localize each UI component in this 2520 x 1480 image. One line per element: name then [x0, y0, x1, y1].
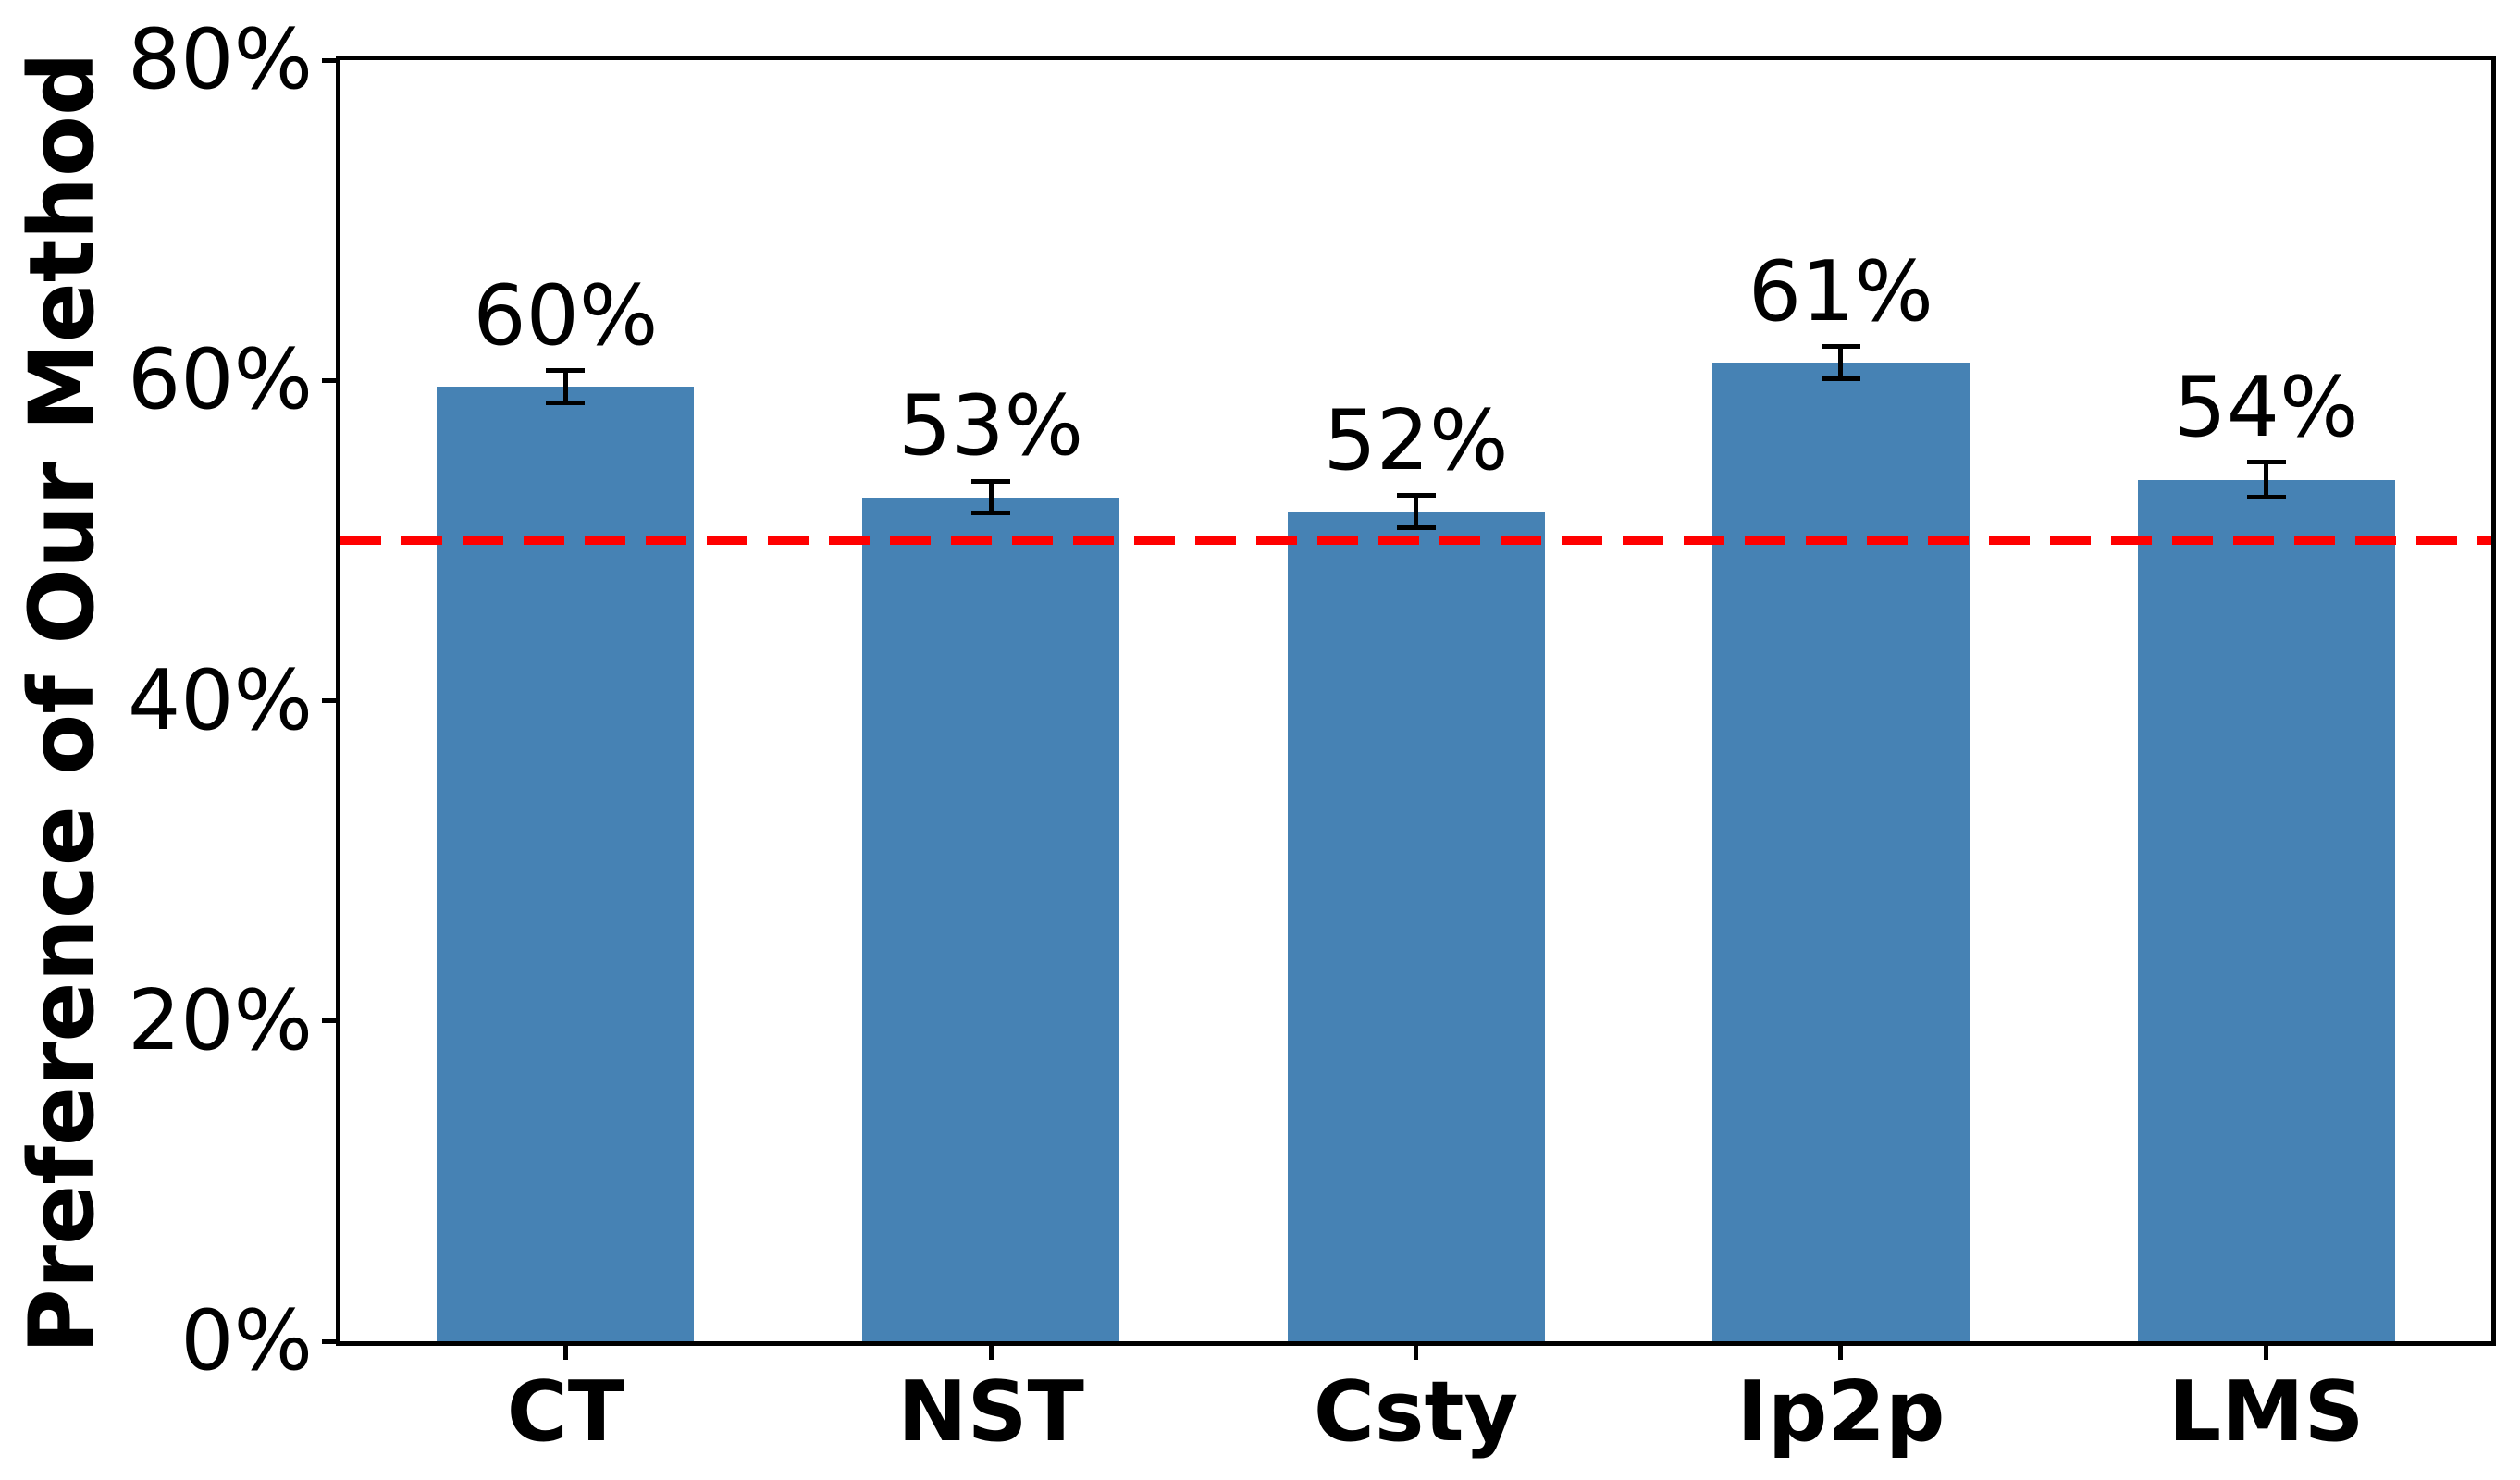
- error-bar-line: [562, 370, 568, 403]
- x-tick-mark: [1414, 1346, 1418, 1360]
- x-tick-mark: [2264, 1346, 2269, 1360]
- x-tick-label-csty: Csty: [1313, 1363, 1519, 1461]
- error-bar-cap: [1396, 525, 1436, 531]
- error-bar-cap: [2246, 495, 2286, 500]
- y-tick-label: 0%: [180, 1292, 313, 1389]
- y-tick-label: 20%: [127, 971, 313, 1069]
- reference-line-50-percent: [340, 536, 2491, 545]
- bar-nst: [862, 497, 1120, 1341]
- error-bar-cap: [1821, 344, 1860, 350]
- x-tick-label-ct: CT: [506, 1363, 625, 1461]
- error-bar-line: [988, 481, 994, 513]
- y-tick-mark: [322, 698, 336, 703]
- bar-value-label: 60%: [473, 266, 659, 364]
- error-bar-cap: [1821, 376, 1860, 382]
- error-bar-cap: [2246, 460, 2286, 465]
- error-bar-cap: [546, 368, 586, 374]
- x-tick-label-lms: LMS: [2168, 1363, 2365, 1461]
- bar-value-label: 53%: [898, 377, 1084, 475]
- bar-csty: [1287, 512, 1545, 1341]
- error-bar-line: [1838, 346, 1844, 379]
- y-axis-label: Preference of Our Method: [10, 52, 114, 1354]
- bar-ip2p: [1711, 363, 1970, 1341]
- error-bar-cap: [546, 401, 586, 405]
- bar-ct: [437, 387, 695, 1341]
- x-tick-label-nst: NST: [897, 1363, 1084, 1461]
- y-tick-mark: [322, 57, 336, 63]
- y-tick-label: 60%: [127, 331, 313, 429]
- bar-value-label: 52%: [1323, 391, 1509, 489]
- error-bar-cap: [1396, 493, 1436, 499]
- error-bar-cap: [971, 478, 1011, 484]
- y-tick-mark: [322, 377, 336, 383]
- x-tick-mark: [988, 1346, 994, 1360]
- bar-lms: [2137, 479, 2395, 1341]
- error-bar-line: [2264, 462, 2269, 498]
- bar-value-label: 61%: [1748, 242, 1933, 340]
- error-bar-line: [1414, 495, 1418, 528]
- error-bar-cap: [971, 511, 1011, 516]
- y-tick-label: 40%: [127, 651, 313, 749]
- x-tick-label-ip2p: Ip2p: [1736, 1363, 1946, 1461]
- y-tick-mark: [322, 1338, 336, 1344]
- y-tick-label: 80%: [127, 11, 313, 108]
- x-tick-mark: [562, 1346, 568, 1360]
- y-tick-mark: [322, 1018, 336, 1024]
- bar-value-label: 54%: [2173, 358, 2359, 456]
- x-tick-mark: [1838, 1346, 1844, 1360]
- plot-area: 0% 20% 40% 60% 80% 60% CT 53% NST 52% Csty 61% Ip2p 5…: [128, 18, 2496, 1454]
